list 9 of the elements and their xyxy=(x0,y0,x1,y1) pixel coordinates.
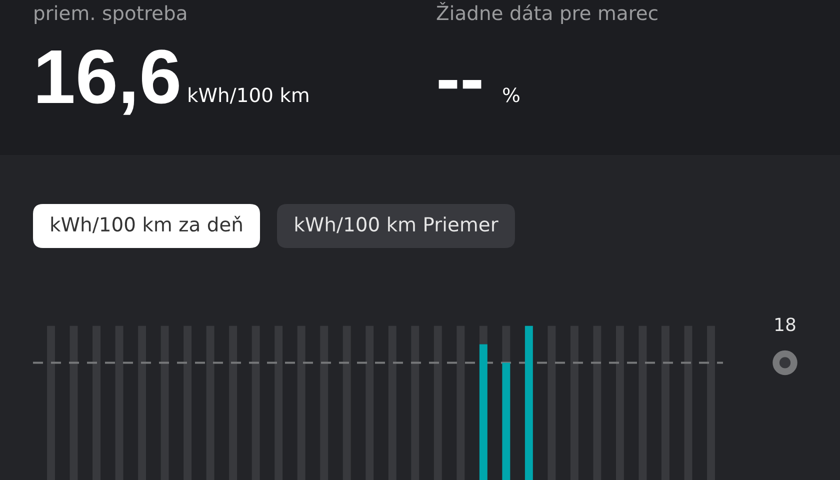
text: -- xyxy=(438,80,482,89)
text: kWh/100 km xyxy=(188,87,308,104)
text: Žiadne dáta pre marec xyxy=(436,2,658,24)
text: kWh/100 km za deň xyxy=(51,216,242,234)
text: priem. spotreba xyxy=(34,5,186,24)
text: 16,6 xyxy=(38,50,179,115)
text: 18 xyxy=(775,318,796,332)
text: kWh/100 km Priemer xyxy=(295,216,498,234)
text: % xyxy=(503,88,520,102)
